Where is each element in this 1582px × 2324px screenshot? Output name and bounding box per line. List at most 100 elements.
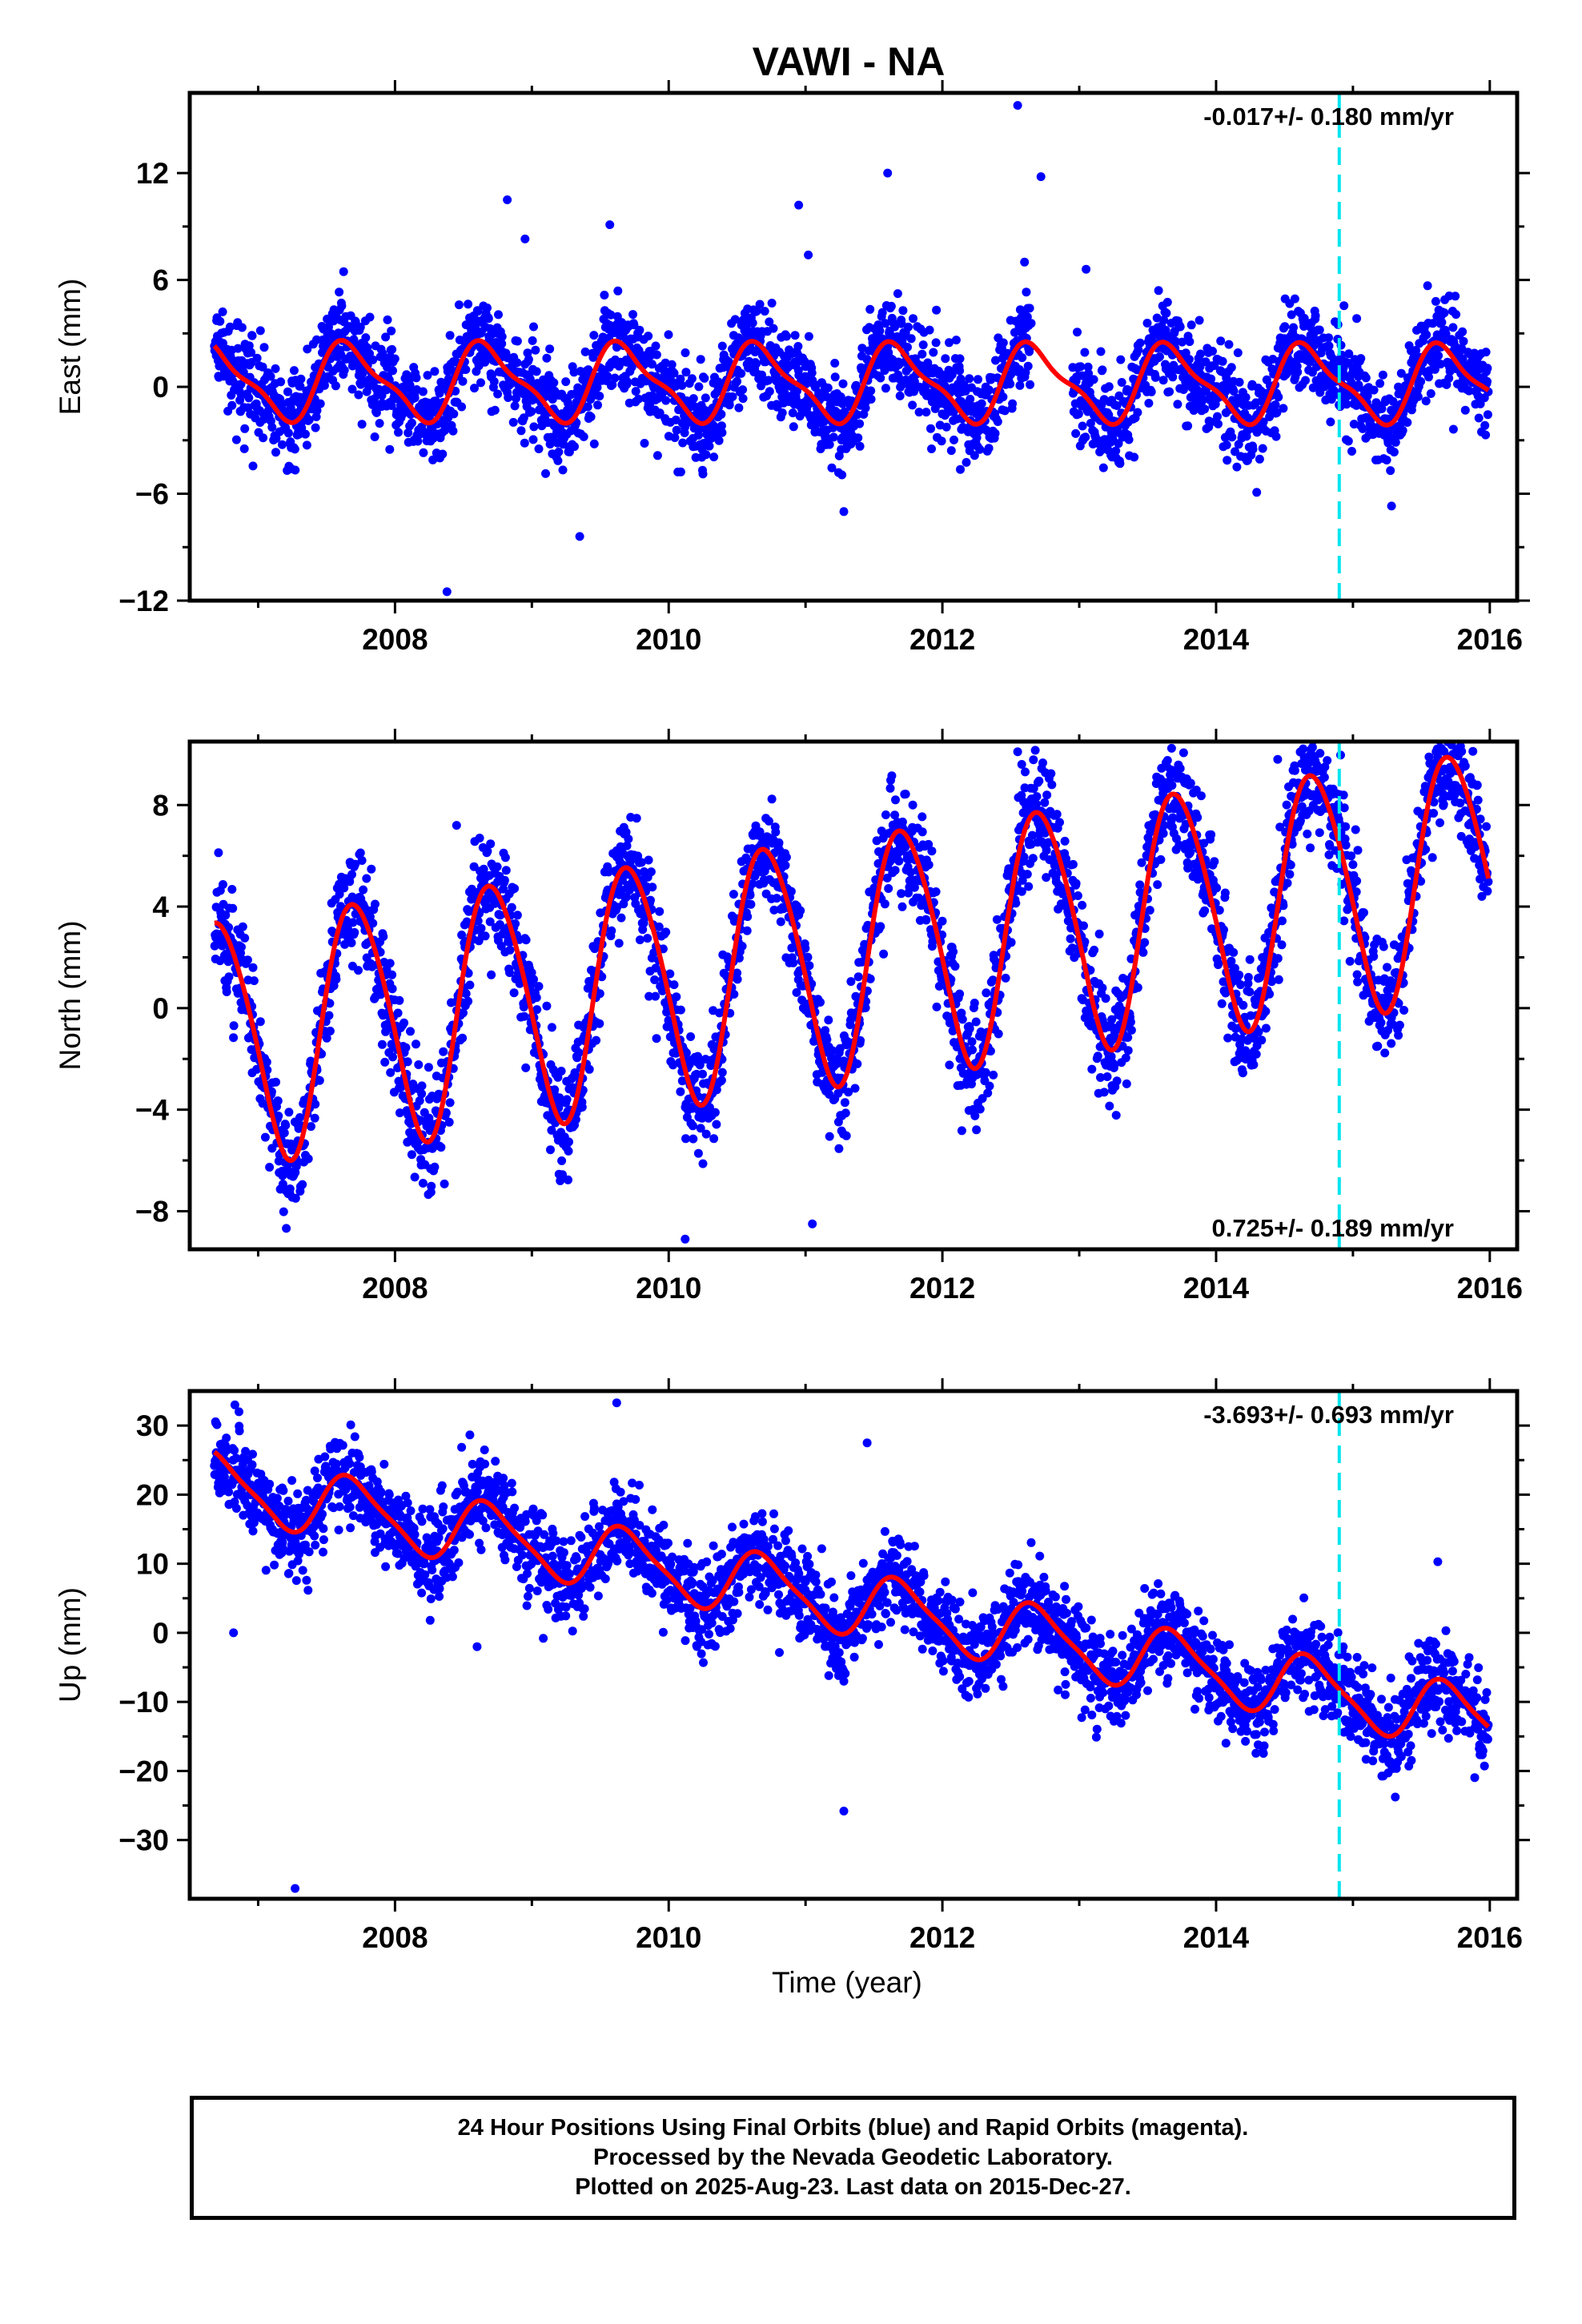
data-point	[461, 365, 471, 374]
data-point	[1030, 746, 1040, 755]
data-point	[283, 387, 292, 396]
data-point	[350, 927, 359, 937]
data-point	[1324, 341, 1334, 351]
data-point	[1008, 399, 1018, 408]
data-point	[792, 987, 801, 997]
data-point	[1180, 371, 1190, 380]
data-point	[347, 870, 356, 879]
data-point	[595, 392, 604, 401]
data-point	[549, 378, 559, 388]
data-point	[1347, 447, 1356, 456]
data-point	[962, 457, 971, 467]
data-point	[836, 392, 845, 401]
data-point	[454, 300, 464, 310]
data-point	[1158, 376, 1168, 385]
data-point	[588, 352, 598, 362]
data-point	[564, 1137, 573, 1147]
data-point	[1006, 938, 1016, 947]
data-point	[229, 1021, 239, 1031]
data-point	[746, 899, 756, 909]
data-point	[448, 426, 458, 436]
data-point	[1089, 375, 1098, 384]
data-point	[575, 532, 584, 541]
data-point	[947, 370, 957, 380]
data-point	[640, 439, 649, 448]
data-point	[227, 885, 237, 894]
data-point	[828, 423, 837, 432]
data-point	[1378, 370, 1387, 380]
data-point	[975, 1104, 985, 1114]
data-point	[589, 439, 599, 448]
data-point	[298, 1180, 307, 1189]
data-point	[520, 234, 530, 243]
data-point	[1098, 463, 1108, 472]
data-point	[972, 1125, 982, 1135]
data-point	[1222, 440, 1231, 450]
data-point	[989, 1070, 998, 1080]
data-point	[767, 299, 777, 308]
data-point	[1293, 368, 1303, 377]
data-point	[1184, 355, 1194, 364]
x-tick-label: 2010	[636, 623, 701, 656]
data-point	[229, 1033, 239, 1043]
data-point	[839, 507, 849, 517]
data-point	[865, 304, 875, 314]
rate-label: -0.017+/- 0.180 mm/yr	[1203, 103, 1454, 131]
data-point	[247, 331, 257, 340]
data-point	[237, 323, 247, 332]
data-point	[655, 907, 665, 916]
data-point	[521, 935, 531, 945]
data-point	[890, 866, 900, 875]
data-point	[1426, 389, 1435, 398]
data-point	[439, 1047, 448, 1056]
data-point	[580, 347, 590, 356]
data-point	[412, 1039, 420, 1049]
data-point	[712, 1120, 721, 1129]
data-point	[1452, 310, 1461, 320]
data-point	[1015, 380, 1025, 390]
data-point	[991, 356, 1000, 365]
data-point	[284, 1108, 294, 1117]
data-point	[614, 939, 624, 948]
data-point	[1358, 424, 1367, 433]
data-point	[592, 1035, 601, 1045]
data-point	[265, 1163, 275, 1172]
data-point	[465, 980, 475, 990]
data-point	[279, 1207, 288, 1216]
data-point	[1083, 362, 1093, 372]
data-point	[1006, 369, 1016, 379]
data-point	[646, 867, 656, 877]
data-point	[1124, 435, 1134, 444]
data-point	[390, 354, 400, 364]
data-point	[730, 315, 740, 324]
data-point	[260, 1132, 270, 1142]
data-point	[993, 417, 1002, 426]
data-point	[577, 1103, 587, 1112]
data-point	[394, 428, 403, 437]
data-point	[401, 1043, 411, 1052]
data-point	[542, 353, 552, 363]
data-point	[955, 354, 965, 364]
data-point	[500, 853, 510, 862]
data-point	[651, 341, 661, 351]
data-point	[445, 331, 455, 340]
data-point	[1183, 421, 1193, 431]
data-point	[914, 408, 924, 417]
data-point	[365, 312, 375, 322]
data-point	[876, 373, 885, 383]
data-point	[855, 441, 865, 451]
data-point	[407, 418, 416, 428]
data-point	[765, 317, 774, 327]
data-point	[875, 326, 885, 336]
data-point	[357, 420, 367, 429]
data-point	[1175, 322, 1185, 332]
data-point	[319, 380, 329, 390]
data-point	[886, 301, 896, 311]
data-point	[1481, 348, 1491, 357]
data-point	[1080, 348, 1090, 357]
data-point	[1052, 810, 1062, 819]
data-point	[853, 410, 862, 420]
data-point	[1042, 846, 1051, 855]
data-point	[950, 962, 960, 971]
data-point	[1271, 432, 1281, 441]
